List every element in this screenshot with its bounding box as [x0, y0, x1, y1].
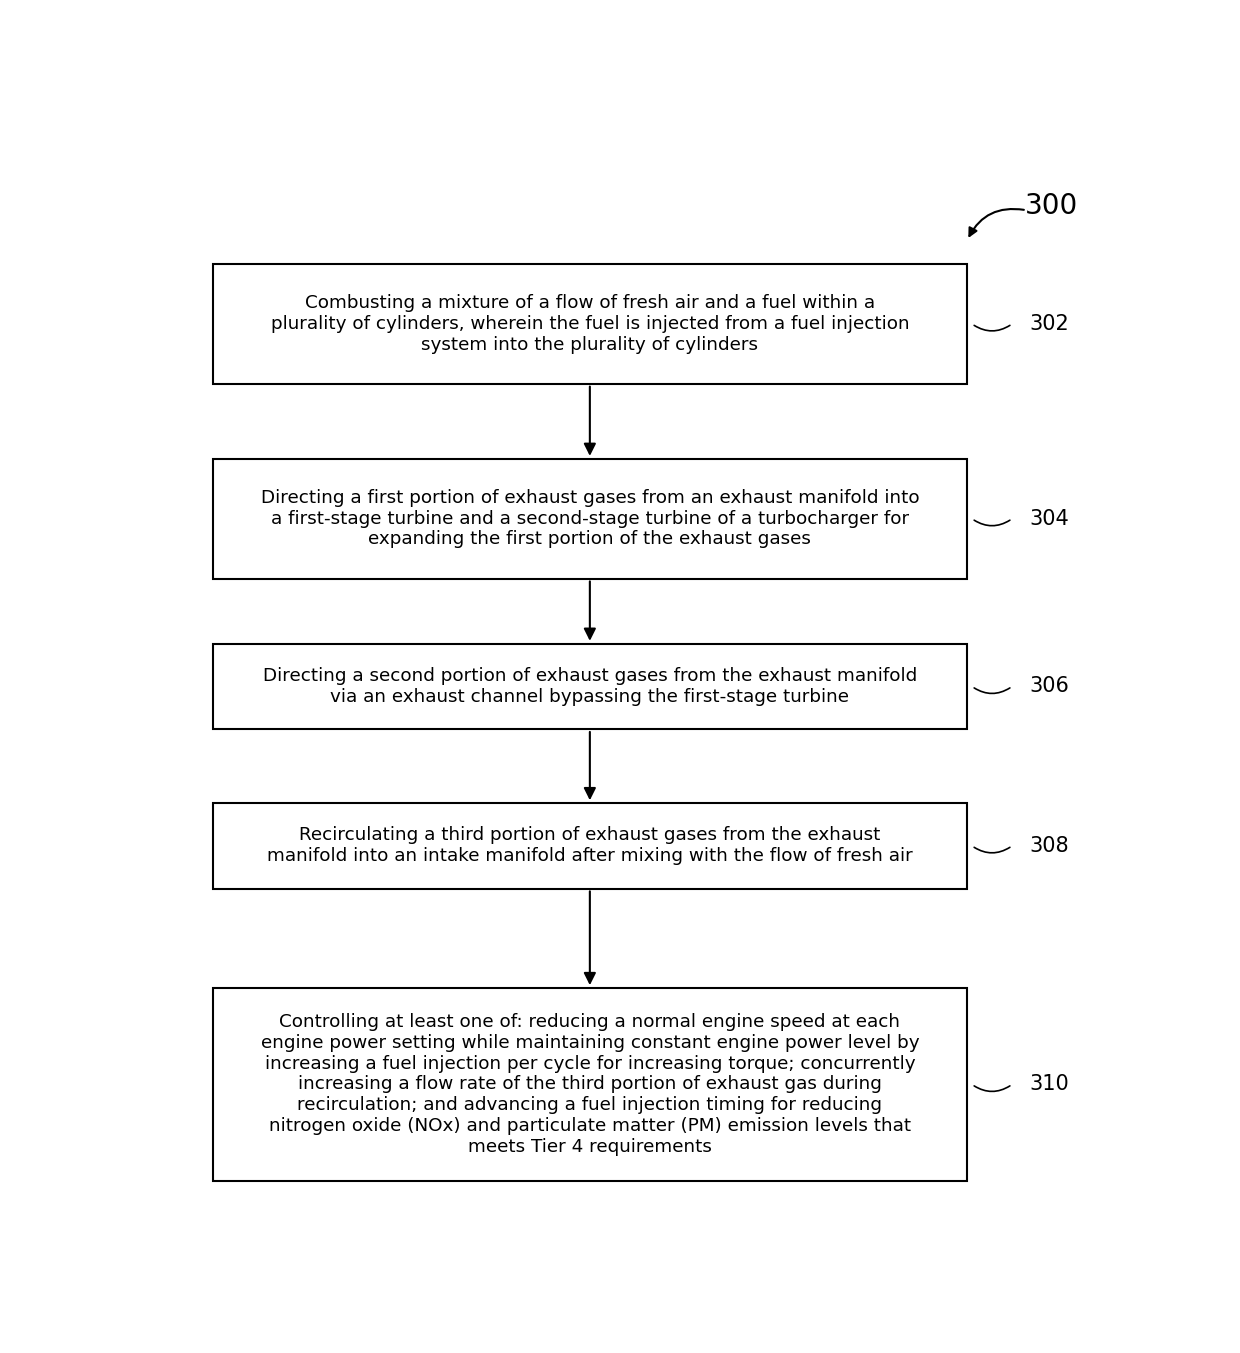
FancyBboxPatch shape	[213, 644, 967, 729]
Text: Directing a second portion of exhaust gases from the exhaust manifold
via an exh: Directing a second portion of exhaust ga…	[263, 667, 916, 706]
Text: 308: 308	[1029, 836, 1069, 856]
FancyBboxPatch shape	[213, 988, 967, 1181]
FancyBboxPatch shape	[213, 264, 967, 384]
Text: 310: 310	[1029, 1074, 1069, 1095]
Text: Recirculating a third portion of exhaust gases from the exhaust
manifold into an: Recirculating a third portion of exhaust…	[267, 827, 913, 865]
Text: 302: 302	[1029, 314, 1069, 334]
FancyBboxPatch shape	[213, 459, 967, 579]
Text: Combusting a mixture of a flow of fresh air and a fuel within a
plurality of cyl: Combusting a mixture of a flow of fresh …	[270, 294, 909, 353]
Text: 300: 300	[1024, 192, 1078, 219]
FancyBboxPatch shape	[213, 804, 967, 889]
Text: 306: 306	[1029, 676, 1069, 697]
Text: Directing a first portion of exhaust gases from an exhaust manifold into
a first: Directing a first portion of exhaust gas…	[260, 488, 919, 548]
Text: 304: 304	[1029, 509, 1069, 529]
Text: Controlling at least one of: reducing a normal engine speed at each
engine power: Controlling at least one of: reducing a …	[260, 1013, 919, 1155]
